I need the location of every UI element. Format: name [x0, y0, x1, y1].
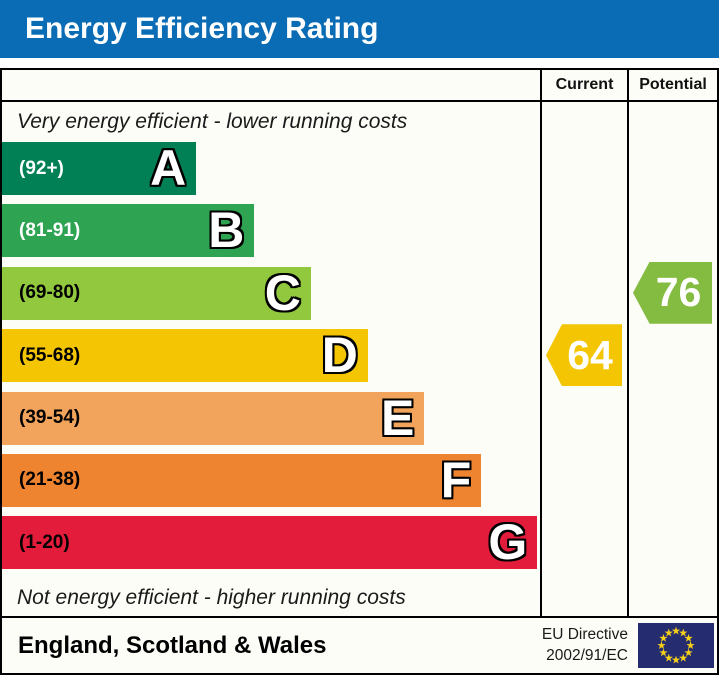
band-row-d: (55-68) D — [2, 329, 540, 391]
band-range-label: (1-20) — [19, 531, 70, 553]
band-list: (92+) A (81-91) B (69-80) C (55-68) D (39-54) E (2… — [2, 142, 540, 579]
potential-column-header: Potential — [627, 70, 717, 100]
band-bar-d: (55-68) D — [2, 327, 368, 384]
current-column: 64 — [540, 102, 627, 616]
top-note: Very energy efficient - lower running co… — [17, 110, 408, 133]
footer: England, Scotland & Wales EU Directive 2… — [0, 618, 719, 675]
band-range-label: (81-91) — [19, 219, 81, 241]
eu-directive-line2: 2002/91/EC — [546, 646, 628, 664]
current-column-header: Current — [540, 70, 627, 100]
band-bar-c: (69-80) C — [2, 264, 311, 321]
eu-flag-icon — [638, 623, 714, 668]
band-range-label: (92+) — [19, 157, 64, 179]
eu-directive-line1: EU Directive — [541, 625, 628, 643]
band-letter: A — [150, 140, 187, 196]
potential-rating-arrow: 76 — [633, 261, 712, 324]
eu-directive-label: EU Directive 2002/91/EC — [542, 625, 628, 667]
bands-area: Very energy efficient - lower running co… — [2, 102, 540, 616]
band-row-g: (1-20) G — [2, 516, 540, 578]
title-bar: Energy Efficiency Rating — [0, 0, 719, 58]
band-bar-a: (92+) A — [2, 140, 197, 196]
band-range-label: (55-68) — [19, 344, 81, 366]
band-range-label: (21-38) — [19, 469, 81, 491]
region-label: England, Scotland & Wales — [18, 631, 327, 659]
band-row-c: (69-80) C — [2, 264, 540, 329]
band-letter: G — [488, 514, 528, 571]
band-letter: C — [264, 264, 301, 321]
current-rating-value: 64 — [567, 331, 613, 378]
table-body: Very energy efficient - lower running co… — [2, 102, 717, 616]
band-letter: D — [321, 327, 358, 384]
band-letter: F — [440, 451, 472, 508]
band-row-b: (81-91) B — [2, 204, 540, 266]
band-range-label: (69-80) — [19, 282, 81, 304]
potential-column: 76 — [627, 102, 717, 616]
band-letter: B — [208, 202, 245, 259]
band-row-a: (92+) A — [2, 142, 540, 204]
band-bar-e: (39-54) E — [2, 389, 425, 446]
page-title: Energy Efficiency Rating — [25, 12, 379, 45]
band-row-f: (21-38) F — [2, 451, 540, 516]
band-row-e: (39-54) E — [2, 389, 540, 454]
band-range-label: (39-54) — [19, 407, 81, 429]
band-bar-g: (1-20) G — [2, 514, 538, 571]
band-bar-f: (21-38) F — [2, 451, 482, 508]
bottom-note: Not energy efficient - higher running co… — [17, 585, 406, 609]
band-bar-b: (81-91) B — [2, 202, 255, 259]
rating-table: Current Potential Very energy efficient … — [0, 68, 719, 618]
header-spacer — [2, 70, 540, 100]
band-letter: E — [380, 389, 415, 446]
table-header-row: Current Potential — [2, 70, 717, 102]
potential-rating-value: 76 — [655, 269, 702, 316]
current-rating-arrow: 64 — [546, 324, 622, 387]
